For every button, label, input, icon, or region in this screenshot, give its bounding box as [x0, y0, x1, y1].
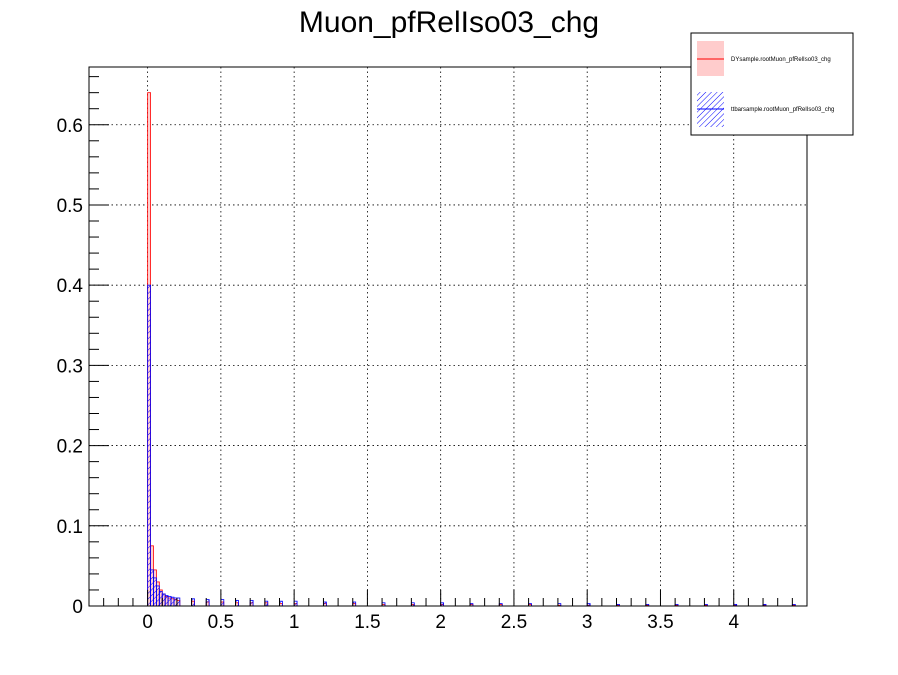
series-0	[147, 92, 796, 607]
x-tick-label: 3.5	[647, 612, 673, 633]
chart-title: Muon_pfRelIso03_chg	[299, 6, 599, 39]
y-tick-label: 0.2	[57, 437, 83, 458]
x-tick-label: 2	[435, 612, 446, 633]
y-tick-label: 0.4	[57, 276, 84, 297]
y-tick-label: 0	[72, 597, 83, 618]
x-tick-label: 0.5	[208, 612, 234, 633]
ticks-layer: 0 0.1 0.2 0.3 0.4 0.5 0.6 0 0.5 1 1.5 2 2.5 3 3.5 4	[57, 76, 808, 633]
x-tick-label: 1.5	[354, 612, 380, 633]
x-tick-label: 1	[289, 612, 300, 633]
y-tick-label: 0.3	[57, 356, 83, 377]
plot-frame	[88, 66, 808, 607]
y-tick-label: 0.1	[57, 517, 83, 538]
y-tick-label: 0.6	[57, 116, 83, 137]
bars-layer	[147, 92, 796, 607]
y-tick-label: 0.5	[57, 196, 83, 217]
histogram-bar	[153, 577, 157, 607]
legend: DYsample.rootMuon_pfRelIso03_chg ttbarsa…	[690, 32, 854, 136]
legend-label-ttbar: ttbarsample.rootMuon_pfRelIso03_chg	[731, 107, 834, 113]
x-tick-label: 3	[582, 612, 593, 633]
histogram-bar	[164, 595, 169, 607]
x-tick-label: 2.5	[501, 612, 527, 633]
x-tick-label: 4	[728, 612, 739, 633]
axes-layer	[88, 66, 808, 607]
histogram-bar	[156, 585, 160, 607]
legend-label-dy: DYsample.rootMuon_pfRelIso03_chg	[731, 57, 831, 63]
series-1	[147, 284, 796, 607]
histogram-bar	[150, 569, 154, 607]
histogram-bar	[170, 596, 175, 607]
histogram-bar	[147, 284, 151, 607]
histogram-bar	[167, 595, 172, 607]
grid-layer	[89, 67, 807, 606]
x-tick-label: 0	[142, 612, 153, 633]
